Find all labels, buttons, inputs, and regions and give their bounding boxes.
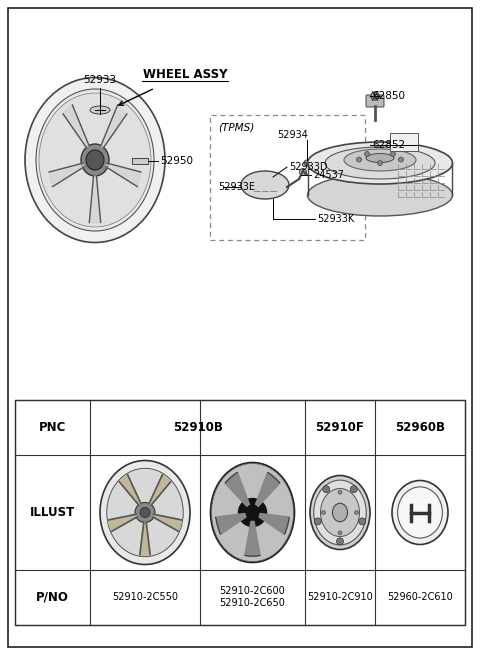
Circle shape <box>359 518 366 525</box>
Polygon shape <box>140 523 150 555</box>
Polygon shape <box>106 163 141 187</box>
Ellipse shape <box>397 487 443 538</box>
Polygon shape <box>63 105 89 148</box>
Circle shape <box>377 160 383 166</box>
Text: PNC: PNC <box>39 421 66 434</box>
Circle shape <box>322 510 325 514</box>
Circle shape <box>398 157 403 162</box>
Ellipse shape <box>241 171 289 199</box>
Polygon shape <box>225 472 250 506</box>
Circle shape <box>336 538 344 545</box>
Polygon shape <box>149 475 170 505</box>
Ellipse shape <box>25 77 165 242</box>
Ellipse shape <box>211 462 295 563</box>
Polygon shape <box>245 521 260 557</box>
FancyBboxPatch shape <box>366 95 384 107</box>
Circle shape <box>131 492 137 498</box>
Ellipse shape <box>321 489 360 536</box>
Ellipse shape <box>314 480 366 545</box>
Text: 52933D: 52933D <box>289 162 327 172</box>
Text: 52910-2C550: 52910-2C550 <box>112 593 178 603</box>
Circle shape <box>357 157 361 162</box>
Polygon shape <box>259 514 289 534</box>
Ellipse shape <box>366 153 394 162</box>
Circle shape <box>365 151 370 157</box>
Circle shape <box>338 490 342 494</box>
Circle shape <box>135 502 155 523</box>
Text: 52910-2C910: 52910-2C910 <box>307 593 373 603</box>
Text: (TPMS): (TPMS) <box>218 122 254 132</box>
Polygon shape <box>216 514 246 534</box>
Text: 62850: 62850 <box>372 91 405 101</box>
Ellipse shape <box>308 142 453 184</box>
Text: 52933E: 52933E <box>218 182 255 192</box>
Circle shape <box>304 160 310 166</box>
Circle shape <box>371 92 379 100</box>
Polygon shape <box>101 105 127 148</box>
Ellipse shape <box>392 481 448 544</box>
Circle shape <box>314 518 321 525</box>
Circle shape <box>355 510 359 514</box>
Text: 52933: 52933 <box>84 75 117 85</box>
Circle shape <box>140 508 150 517</box>
Bar <box>132 158 148 164</box>
Text: 52910B: 52910B <box>173 421 222 434</box>
Circle shape <box>142 531 148 538</box>
Circle shape <box>124 516 130 522</box>
Text: 52934: 52934 <box>277 130 309 140</box>
Text: 52910F: 52910F <box>315 421 364 434</box>
Text: WHEEL ASSY: WHEEL ASSY <box>143 69 227 81</box>
Ellipse shape <box>90 106 110 114</box>
Ellipse shape <box>81 144 109 176</box>
Ellipse shape <box>107 468 183 557</box>
Polygon shape <box>153 514 181 531</box>
Text: P/NO: P/NO <box>36 591 69 604</box>
Ellipse shape <box>333 503 348 522</box>
Text: 52910-2C600: 52910-2C600 <box>220 586 286 597</box>
Ellipse shape <box>308 174 453 216</box>
Text: 52950: 52950 <box>160 156 193 166</box>
Text: 52960-2C610: 52960-2C610 <box>387 593 453 603</box>
Circle shape <box>239 498 266 527</box>
Ellipse shape <box>36 89 154 231</box>
Circle shape <box>300 168 307 176</box>
Circle shape <box>338 531 342 535</box>
Bar <box>390 133 418 151</box>
Circle shape <box>390 151 396 157</box>
Ellipse shape <box>100 460 190 565</box>
Polygon shape <box>120 475 141 505</box>
Polygon shape <box>49 163 84 187</box>
Ellipse shape <box>86 150 104 170</box>
Bar <box>15 400 465 625</box>
Circle shape <box>323 485 330 493</box>
Text: 52960B: 52960B <box>395 421 445 434</box>
Ellipse shape <box>344 149 416 171</box>
Text: 52910-2C650: 52910-2C650 <box>219 599 286 608</box>
Polygon shape <box>108 514 137 531</box>
Polygon shape <box>89 176 101 223</box>
Circle shape <box>160 516 166 522</box>
Polygon shape <box>255 472 280 506</box>
Bar <box>210 115 365 240</box>
Text: 24537: 24537 <box>313 170 344 180</box>
Text: 62852: 62852 <box>372 140 405 150</box>
Ellipse shape <box>325 147 435 179</box>
Ellipse shape <box>310 476 370 550</box>
Circle shape <box>350 485 357 493</box>
Ellipse shape <box>39 93 151 227</box>
Text: ILLUST: ILLUST <box>30 506 75 519</box>
Circle shape <box>153 492 159 498</box>
Text: 52933K: 52933K <box>317 214 354 224</box>
